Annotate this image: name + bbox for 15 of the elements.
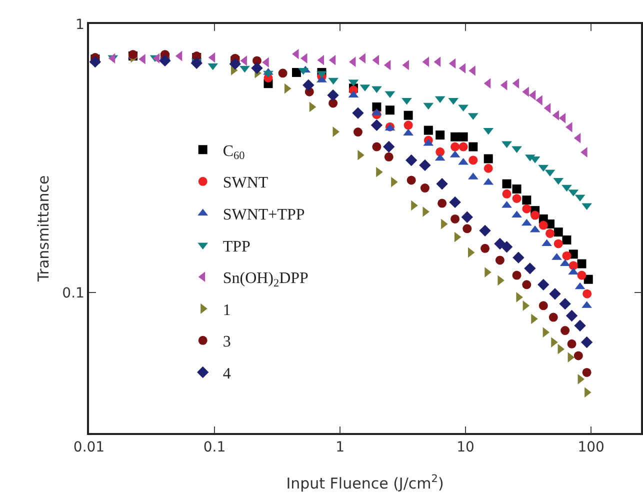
legend-label: 1 (222, 302, 231, 319)
x-tick-label: 100 (578, 440, 604, 456)
x-axis-title: Input Fluence (J/cm$^{2}$) (286, 473, 444, 492)
x-tick-label: 0.1 (203, 440, 226, 456)
legend-label: TPP (222, 238, 251, 256)
x-tick-label: 0.01 (73, 440, 105, 456)
legend-label: C$_{60}$ (222, 142, 246, 162)
legend-label: SWNT (222, 174, 268, 192)
legend-label: 3 (222, 334, 231, 351)
legend-label: Sn(OH)$_{2}$DPP (222, 270, 309, 290)
y-axis-title: Transmittance (34, 175, 52, 283)
legend-label: SWNT+TPP (222, 206, 305, 224)
legend-label: 4 (222, 365, 231, 382)
x-tick-label: 1 (336, 440, 344, 456)
x-tick-label: 10 (456, 440, 474, 456)
